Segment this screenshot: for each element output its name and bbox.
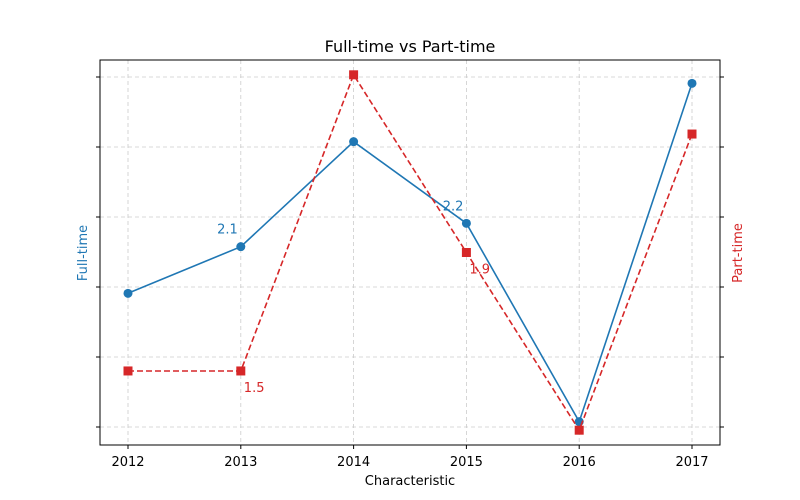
x-tick-label: 2012 — [111, 455, 144, 470]
x-tick-label: 2014 — [337, 455, 370, 470]
grid — [100, 60, 720, 445]
x-tick-label: 2015 — [450, 455, 483, 470]
data-labels: 2.1 2.2 1.5 1.9 — [217, 199, 490, 396]
chart-title: Full-time vs Part-time — [325, 37, 496, 56]
x-axis-label: Characteristic — [365, 474, 455, 489]
data-point — [687, 78, 697, 88]
data-point — [349, 70, 359, 80]
data-point — [123, 288, 133, 298]
data-point — [461, 218, 471, 228]
x-tick-label: 2016 — [563, 455, 596, 470]
data-label: 1.5 — [244, 381, 265, 396]
data-label: 2.2 — [443, 199, 464, 214]
data-point — [236, 242, 246, 252]
data-label: 1.9 — [469, 263, 490, 278]
data-point — [123, 366, 133, 376]
y-axis-right-label: Part-time — [731, 223, 746, 283]
data-point — [461, 248, 471, 257]
plot-frame — [99, 59, 721, 446]
data-point — [236, 366, 246, 376]
series-layer — [123, 70, 697, 435]
x-axis: 2012 2013 2014 2015 2016 2017 — [111, 445, 709, 470]
data-point — [687, 129, 697, 139]
x-tick-label: 2017 — [675, 455, 708, 470]
y-axis — [96, 76, 724, 428]
data-point — [574, 425, 584, 435]
series-line-1 — [128, 73, 693, 432]
data-label: 2.1 — [217, 223, 238, 238]
x-tick-label: 2013 — [224, 455, 257, 470]
y-axis-left-label: Full-time — [76, 225, 91, 281]
series-line-0 — [127, 83, 693, 424]
data-point — [349, 137, 359, 147]
